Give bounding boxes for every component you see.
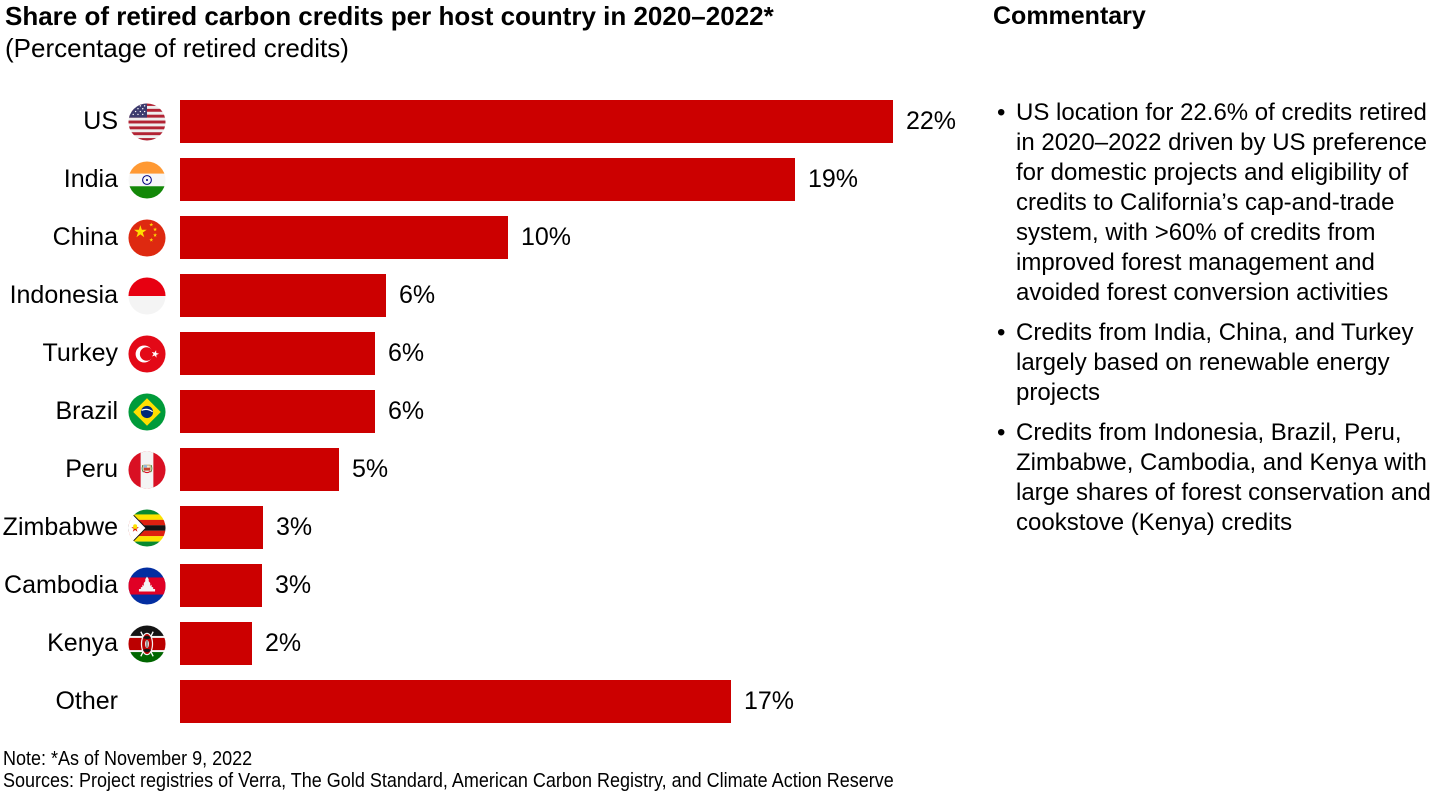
- bar-chart: US 22% India 19% China 10% Indonesia 6% Turkey 6%…: [0, 100, 990, 738]
- flag-cn-icon: [128, 218, 166, 257]
- bar-zimbabwe: [180, 506, 263, 549]
- country-label: India: [63, 165, 118, 193]
- value-label: 19%: [808, 165, 859, 193]
- bar-china: [180, 216, 508, 259]
- country-label: Zimbabwe: [2, 513, 118, 541]
- value-label: 3%: [275, 571, 312, 599]
- bullet-text: US location for 22.6% of credits retired…: [1016, 99, 1427, 306]
- bar-peru: [180, 448, 339, 491]
- bullet-text: Credits from India, China, and Turkey la…: [1016, 319, 1414, 406]
- chart-row-zimbabwe: Zimbabwe 3%: [0, 506, 990, 549]
- chart-title: Share of retired carbon credits per host…: [5, 1, 774, 31]
- flag-id-icon: [128, 276, 166, 315]
- bar-india: [180, 158, 795, 201]
- bar-us: [180, 100, 893, 143]
- value-label: 5%: [352, 455, 389, 483]
- note-line: Note: *As of November 9, 2022: [3, 748, 253, 770]
- chart-row-us: US 22%: [0, 100, 990, 143]
- bullet-marker: •: [997, 419, 1006, 446]
- country-label: Indonesia: [9, 281, 118, 309]
- commentary-bullet-3: • Credits from Indonesia, Brazil, Peru, Z…: [997, 418, 1440, 538]
- country-label: Turkey: [42, 339, 118, 367]
- value-label: 6%: [388, 397, 425, 425]
- chart-row-kenya: Kenya 2%: [0, 622, 990, 665]
- country-label: US: [83, 107, 118, 135]
- value-label: 17%: [744, 687, 795, 715]
- country-label: Brazil: [55, 397, 118, 425]
- country-label: China: [52, 223, 118, 251]
- country-label: Kenya: [47, 629, 118, 657]
- commentary-bullet-1: • US location for 22.6% of credits retire…: [997, 98, 1440, 308]
- country-label: Cambodia: [4, 571, 118, 599]
- chart-row-india: India 19%: [0, 158, 990, 201]
- flag-zw-icon: [128, 508, 166, 547]
- bar-kenya: [180, 622, 252, 665]
- commentary-bullets: • US location for 22.6% of credits retire…: [997, 98, 1440, 548]
- bullet-marker: •: [997, 99, 1006, 126]
- value-label: 22%: [906, 107, 957, 135]
- commentary-title: Commentary: [993, 2, 1146, 30]
- flag-ke-icon: [128, 624, 166, 663]
- value-label: 2%: [265, 629, 302, 657]
- bar-brazil: [180, 390, 375, 433]
- value-label: 6%: [388, 339, 425, 367]
- commentary-bullet-2: • Credits from India, China, and Turkey l…: [997, 318, 1440, 408]
- flag-tr-icon: [128, 334, 166, 373]
- country-label: Peru: [65, 455, 118, 483]
- bullet-marker: •: [997, 319, 1006, 346]
- flag-br-icon: [128, 392, 166, 431]
- flag-in-icon: [128, 160, 166, 199]
- chart-row-indonesia: Indonesia 6%: [0, 274, 990, 317]
- chart-row-brazil: Brazil 6%: [0, 390, 990, 433]
- bar-indonesia: [180, 274, 386, 317]
- flag-placeholder: [128, 683, 166, 721]
- country-label: Other: [55, 687, 118, 715]
- value-label: 3%: [276, 513, 313, 541]
- flag-kh-icon: [128, 566, 166, 605]
- chart-row-cambodia: Cambodia 3%: [0, 564, 990, 607]
- bar-cambodia: [180, 564, 262, 607]
- chart-row-china: China 10%: [0, 216, 990, 259]
- bullet-text: Credits from Indonesia, Brazil, Peru, Zi…: [1016, 419, 1431, 536]
- flag-us-icon: [128, 102, 166, 141]
- chart-subtitle: (Percentage of retired credits): [5, 33, 349, 63]
- flag-pe-icon: [128, 450, 166, 489]
- value-label: 10%: [521, 223, 572, 251]
- value-label: 6%: [399, 281, 436, 309]
- chart-row-other: Other 17%: [0, 680, 990, 723]
- sources-line: Sources: Project registries of Verra, Th…: [3, 770, 894, 792]
- bar-turkey: [180, 332, 375, 375]
- bar-other: [180, 680, 731, 723]
- chart-row-turkey: Turkey 6%: [0, 332, 990, 375]
- footnotes: Note: *As of November 9, 2022 Sources: P…: [3, 748, 894, 792]
- chart-row-peru: Peru 5%: [0, 448, 990, 491]
